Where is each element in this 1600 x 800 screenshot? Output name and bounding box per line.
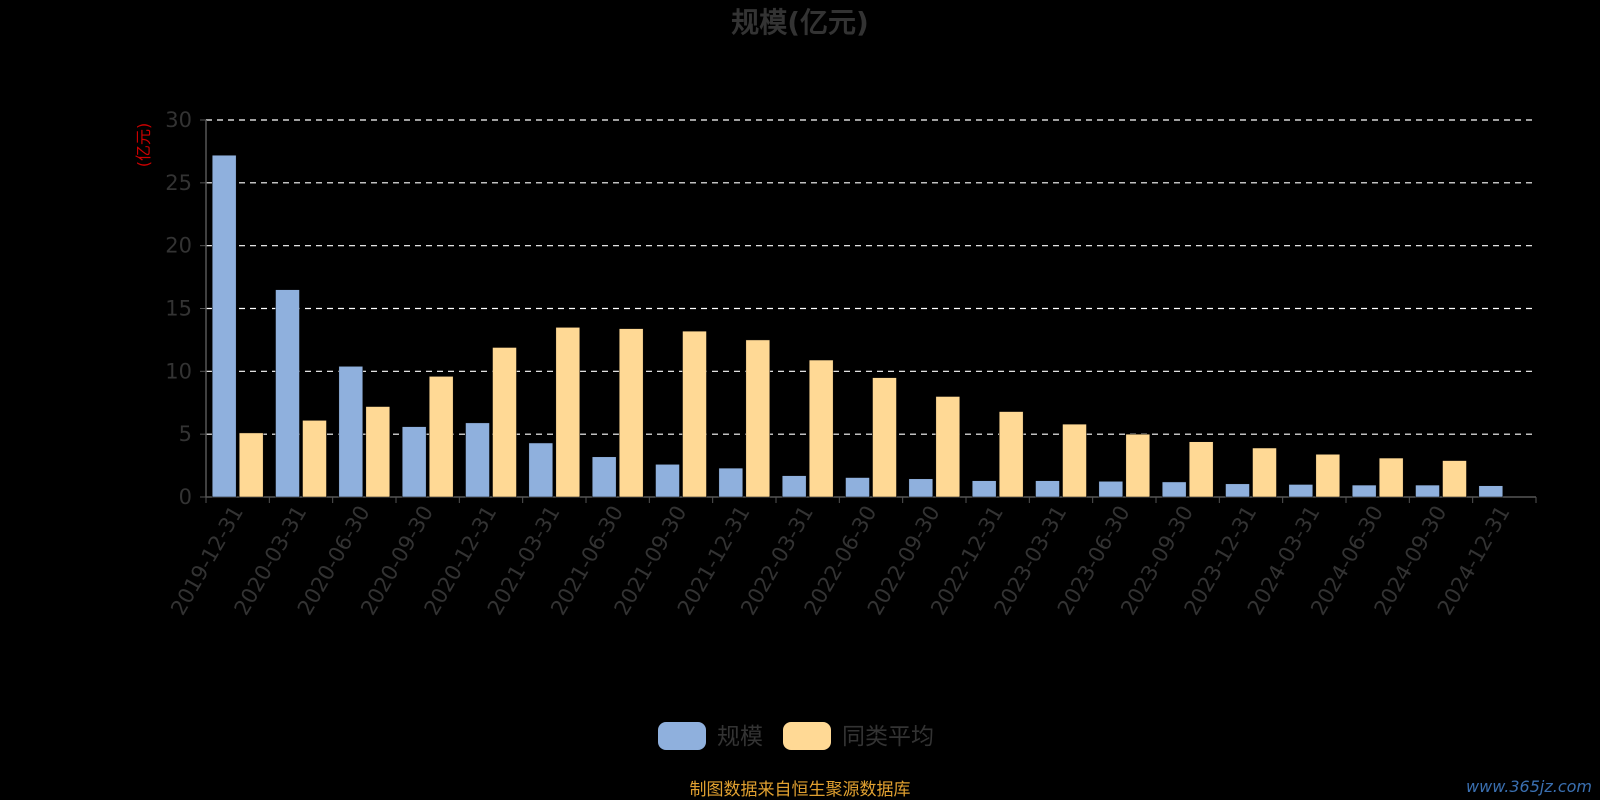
bar [745,339,771,498]
bar [1351,484,1377,498]
bar [908,478,934,498]
bar [1288,484,1314,498]
bar [428,376,454,498]
bar [338,366,364,498]
legend-item: 同类平均 [783,722,934,750]
bar [655,464,680,498]
y-tick-label: 30 [165,108,192,132]
legend-swatch [783,722,831,750]
legend-label: 同类平均 [842,724,934,750]
chart-title: 规模(亿元) [731,6,869,39]
bar [808,359,834,498]
axes [200,119,1537,503]
bar [998,411,1024,498]
bar [1161,481,1187,498]
bar [1062,423,1087,498]
y-tick-label: 25 [165,171,192,195]
tick-labels: 0510152025302019-12-312020-03-312020-06-… [165,108,1514,619]
bar [1378,457,1404,498]
bar [528,442,554,498]
y-tick-label: 5 [179,422,192,446]
bar [1415,484,1440,498]
bar [1098,481,1124,498]
data-source-note: 制图数据来自恒生聚源数据库 [690,780,911,800]
bar [1315,454,1341,498]
bar [935,396,961,498]
bar [781,475,807,498]
bar [238,432,264,498]
bar [275,289,300,498]
y-tick-label: 10 [165,359,192,383]
y-tick-label: 20 [165,234,192,258]
y-axis-label: (亿元) [134,123,153,168]
bar [618,328,644,498]
bar [682,330,707,498]
bar [401,426,427,498]
bar [465,422,490,498]
legend-swatch [658,722,706,750]
watermark: www.365jz.com [1466,777,1592,796]
bar [1125,433,1151,498]
bar [555,327,581,498]
bar [211,154,237,498]
bar [492,347,517,498]
bar [1442,460,1467,498]
bar [1225,483,1250,498]
bar [1252,447,1277,498]
bar [718,467,744,498]
bar [872,377,897,498]
legend-item: 规模 [658,722,763,750]
grid-lines [206,119,1536,435]
bar [365,406,391,498]
y-tick-label: 15 [165,297,192,321]
bar [1188,441,1214,498]
y-tick-label: 0 [179,485,192,509]
bar [1478,485,1504,498]
bar [845,477,870,498]
legend-label: 规模 [717,724,763,750]
bars [211,154,1504,498]
bar [971,480,997,498]
legend: 规模 同类平均 [658,722,934,750]
bar [302,420,327,498]
bar [1035,480,1060,498]
bar [591,456,617,498]
